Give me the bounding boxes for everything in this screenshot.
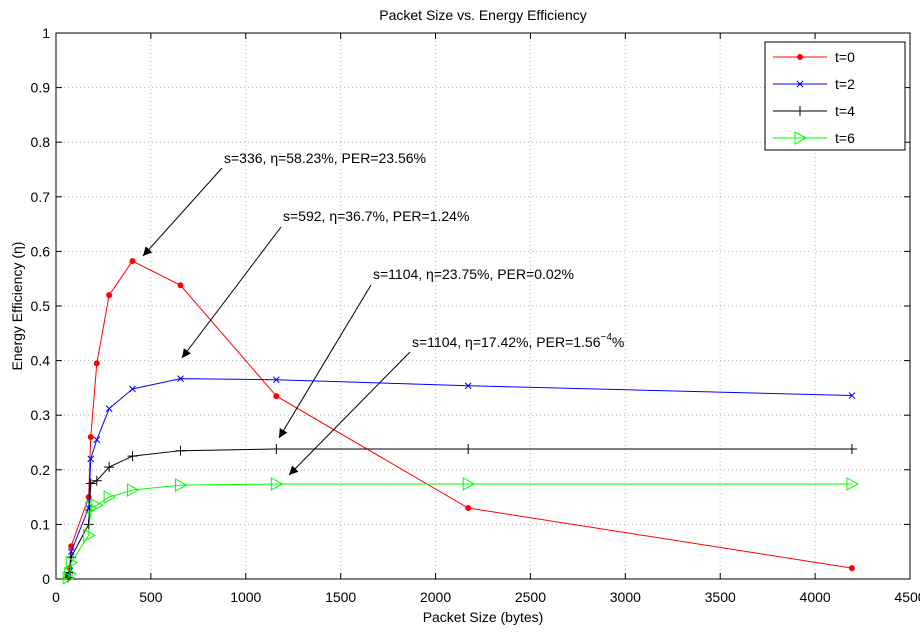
marker xyxy=(91,475,102,486)
marker xyxy=(465,505,472,512)
legend-label: t=0 xyxy=(835,49,855,65)
x-tick-label: 3000 xyxy=(610,589,641,605)
marker xyxy=(846,444,857,455)
marker xyxy=(83,519,94,530)
marker xyxy=(272,376,280,384)
annotation: s=336, η=58.23%, PER=23.56% xyxy=(224,150,426,166)
marker xyxy=(87,455,95,463)
y-tick-label: 0.3 xyxy=(31,407,51,423)
annotation-text: s=592, η=36.7%, PER=1.24% xyxy=(283,208,469,224)
marker xyxy=(848,392,856,399)
marker xyxy=(93,436,101,444)
legend-label: t=4 xyxy=(835,103,855,119)
annotation-arrow xyxy=(181,226,282,359)
marker xyxy=(129,385,136,393)
marker xyxy=(846,477,859,491)
annotation: s=1104, η=17.42%, PER=1.56−4% xyxy=(412,332,624,350)
x-tick-label: 1500 xyxy=(325,589,356,605)
y-tick-label: 0.9 xyxy=(31,80,51,96)
marker xyxy=(103,490,117,504)
marker xyxy=(270,477,284,491)
x-tick-label: 500 xyxy=(139,589,163,605)
marker xyxy=(91,498,104,513)
marker xyxy=(177,282,184,289)
x-tick-label: 1000 xyxy=(230,589,261,605)
marker xyxy=(87,434,94,441)
annotation: s=1104, η=23.75%, PER=0.02% xyxy=(373,266,574,282)
annotation-arrow xyxy=(288,351,411,476)
marker xyxy=(127,451,138,462)
plot-frame xyxy=(55,32,911,580)
marker xyxy=(85,501,98,515)
series-line xyxy=(67,483,852,579)
marker xyxy=(796,80,804,88)
y-axis-label: Energy Efficiency (η) xyxy=(9,242,25,371)
x-tick-label: 4000 xyxy=(800,589,831,605)
marker xyxy=(462,477,476,491)
y-tick-label: 0.2 xyxy=(31,462,51,478)
marker xyxy=(85,478,96,489)
annotation-suffix: % xyxy=(612,334,624,350)
annotation-text: s=1104, η=17.42%, PER=1.56 xyxy=(412,334,601,350)
marker xyxy=(463,444,474,455)
marker xyxy=(126,483,140,497)
legend-label: t=6 xyxy=(835,130,855,146)
series-line xyxy=(67,448,852,578)
chart-title: Packet Size vs. Energy Efficiency xyxy=(379,7,587,23)
marker xyxy=(93,360,100,367)
marker xyxy=(175,445,186,456)
series-line xyxy=(67,260,853,577)
annotation-text: s=336, η=58.23%, PER=23.56% xyxy=(224,150,426,166)
y-tick-label: 0.1 xyxy=(31,516,51,532)
marker xyxy=(104,462,115,473)
legend: t=0 t=2 t=4 t=6 xyxy=(764,41,906,151)
marker xyxy=(271,444,282,455)
x-tick-label: 2000 xyxy=(420,589,451,605)
marker xyxy=(65,555,79,570)
marker xyxy=(106,292,113,299)
x-tick-label: 3500 xyxy=(705,589,736,605)
y-tick-label: 0.4 xyxy=(31,353,51,369)
y-tick-label: 1 xyxy=(42,25,50,41)
marker xyxy=(273,393,280,400)
marker xyxy=(62,571,76,585)
marker xyxy=(795,106,805,116)
legend-box xyxy=(764,41,906,151)
x-tick-label: 0 xyxy=(52,589,60,605)
marker xyxy=(797,54,803,60)
y-tick-label: 0.7 xyxy=(31,189,51,205)
legend-label: t=2 xyxy=(835,76,855,92)
annotation-text: s=1104, η=23.75%, PER=0.02% xyxy=(373,266,574,282)
series-line xyxy=(67,378,852,577)
x-axis-label: Packet Size (bytes) xyxy=(423,609,544,625)
y-tick-label: 0.8 xyxy=(31,134,51,150)
annotation-superscript: −4 xyxy=(601,332,613,343)
annotation: s=592, η=36.7%, PER=1.24% xyxy=(283,208,469,224)
marker xyxy=(464,382,472,390)
annotation-arrow xyxy=(278,284,372,439)
marker xyxy=(83,528,96,543)
y-tick-label: 0 xyxy=(42,571,50,587)
marker xyxy=(174,478,188,492)
marker xyxy=(105,405,113,413)
marker xyxy=(177,375,184,382)
x-tick-label: 2500 xyxy=(515,589,546,605)
annotation-arrow xyxy=(142,167,223,257)
marker xyxy=(794,131,808,145)
marker xyxy=(848,565,855,572)
marker xyxy=(129,258,136,265)
marker xyxy=(64,566,77,581)
y-tick-label: 0.6 xyxy=(31,243,51,259)
y-tick-label: 0.5 xyxy=(31,298,51,314)
